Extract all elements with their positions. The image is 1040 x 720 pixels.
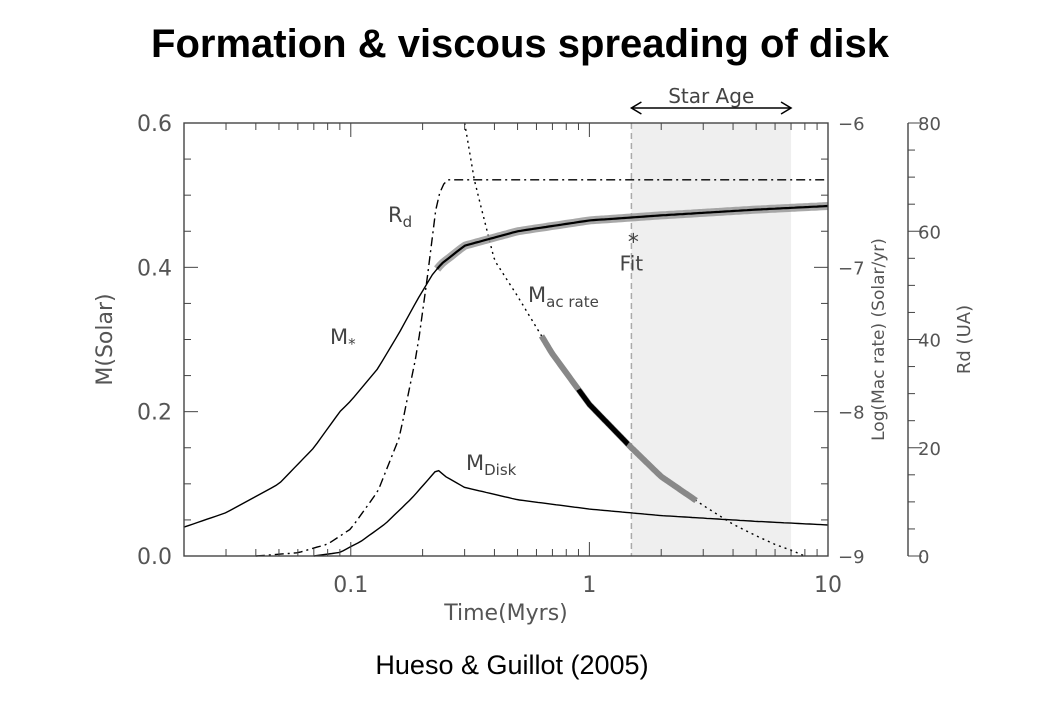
x-tick-label: 0.1 <box>333 573 368 598</box>
right2-tick-label: 40 <box>918 331 941 352</box>
right2-tick-label: 60 <box>918 222 941 243</box>
mstar-label: M* <box>330 325 356 353</box>
left-tick-label: 0.2 <box>137 401 172 426</box>
rd-curve <box>255 179 828 557</box>
mdisk-label-sub: Disk <box>484 461 517 479</box>
rd-label-sub: d <box>403 213 413 231</box>
left-tick-label: 0.0 <box>137 545 172 570</box>
rd-label: Rd <box>388 203 412 231</box>
right1-axis-label: Log(Mac rate) (Solar/yr) <box>869 238 889 441</box>
macrate-fit-core <box>576 388 630 447</box>
fit-marker: * <box>628 230 639 255</box>
right2-tick-label: 80 <box>918 114 941 135</box>
x-tick-label: 10 <box>814 573 842 598</box>
x-tick-label: 1 <box>582 573 596 598</box>
page-title: Formation & viscous spreading of disk <box>151 22 889 66</box>
left-tick-label: 0.4 <box>137 256 172 281</box>
right1-tick-label: −6 <box>838 114 865 135</box>
star-age-band <box>631 123 792 556</box>
macrate-label-sub: ac rate <box>546 293 599 311</box>
right2-tick-label: 0 <box>918 547 929 568</box>
fit-label: Fit <box>620 251 644 275</box>
left-axis-label: M(Solar) <box>93 293 118 385</box>
left-tick-label: 0.6 <box>137 112 172 137</box>
mdisk-curve <box>313 469 829 557</box>
macrate-label: Mac rate <box>528 283 599 311</box>
caption: Hueso & Guillot (2005) <box>375 650 649 680</box>
right2-axis-label: Rd (UA) <box>954 305 975 374</box>
x-axis-label: Time(Myrs) <box>443 601 568 626</box>
chart: Star Age 0.1 1 10 Time(Myrs) 0.0 0.2 0.4 0.6 M(So… <box>93 84 975 626</box>
right1-tick-label: −8 <box>838 403 865 424</box>
star-age-label: Star Age <box>668 84 754 108</box>
right2-tick-label: 20 <box>918 439 941 460</box>
right1-tick-label: −9 <box>838 547 865 568</box>
mstar-label-sub: * <box>348 335 356 353</box>
star-age-arrowhead-right <box>780 101 793 115</box>
mdisk-label: MDisk <box>466 451 517 479</box>
right1-tick-label: −7 <box>838 258 865 279</box>
mstar-fit-line <box>436 204 829 270</box>
star-age-arrowhead-left <box>629 101 642 115</box>
